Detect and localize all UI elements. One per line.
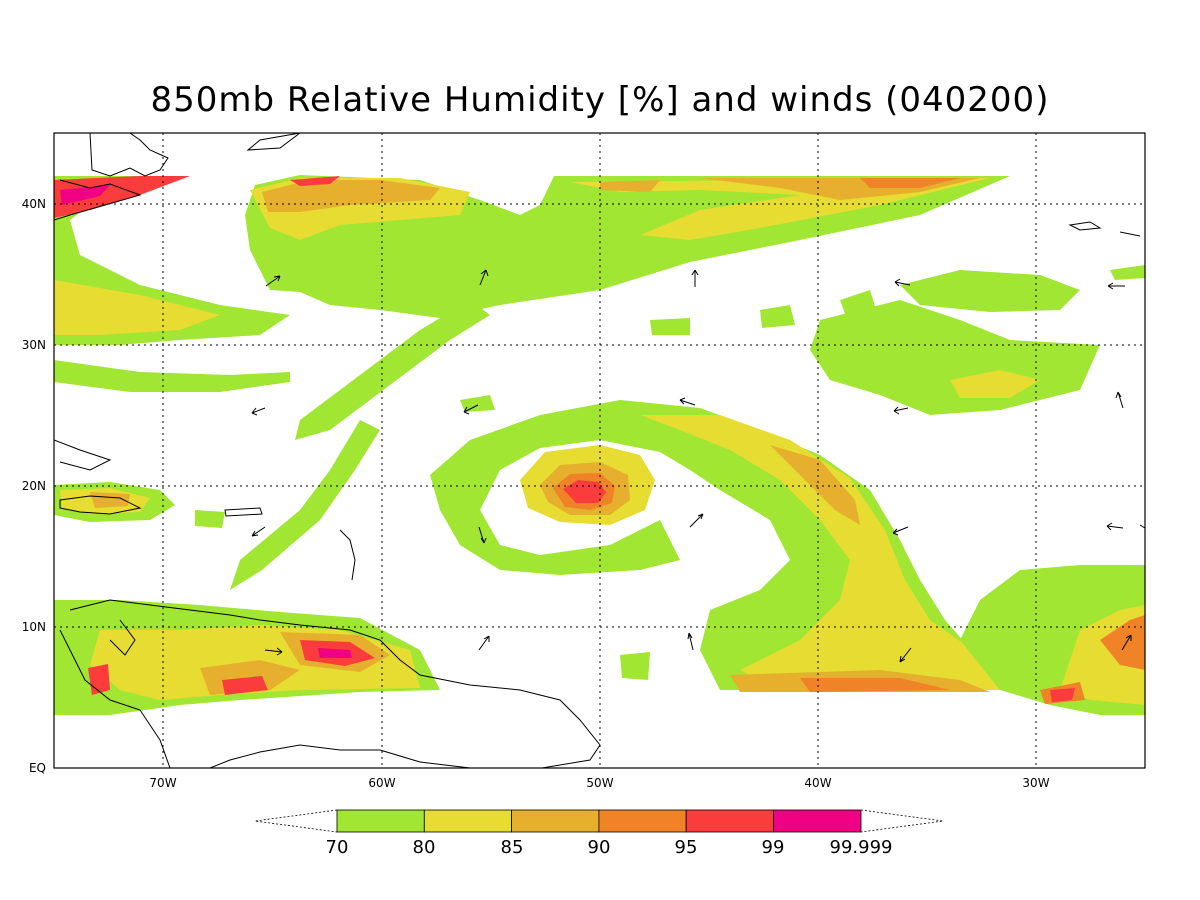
lon-axis: 70W 60W 50W 40W 30W (149, 776, 1049, 790)
lon-label-50w: 50W (586, 776, 613, 790)
rh-ne-small (1110, 265, 1145, 280)
rh-hispaniola-85 (90, 492, 130, 508)
lat-label-20n: 20N (22, 479, 46, 493)
rh-cell-b (650, 290, 876, 335)
lon-label-30w: 30W (1022, 776, 1049, 790)
rh-ne-us-95 (54, 176, 190, 218)
rh-caribbean-99 (318, 648, 352, 658)
rh-far-east-95 (1050, 688, 1075, 702)
lon-label-40w: 40W (804, 776, 831, 790)
wind-arrows (251, 269, 1132, 663)
colorbar-label-70: 70 (326, 837, 349, 858)
plot-frame (53, 132, 1146, 769)
colorbar-label-90: 90 (588, 837, 611, 858)
colorbar-swatch-70-80 (336, 809, 425, 833)
lat-label-10n: 10N (22, 620, 46, 634)
colorbar: 70 80 85 90 95 99 99.999 (254, 809, 944, 858)
rh-east-patch-2 (900, 270, 1080, 312)
colorbar-label-95: 95 (675, 837, 698, 858)
rh-caribbean-95 (88, 640, 375, 695)
colorbar-swatch-90-95 (598, 809, 687, 833)
map-title: 850mb Relative Humidity [%] and winds (0… (150, 80, 1050, 120)
rh-band-se-80 (640, 415, 1010, 690)
lon-label-70w: 70W (149, 776, 176, 790)
lon-label-60w: 60W (368, 776, 395, 790)
colorbar-label-99999: 99.999 (830, 837, 893, 858)
rh-band-north-90 (860, 178, 960, 188)
colorbar-swatch-95-99 (685, 809, 774, 833)
colorbar-label-85: 85 (501, 837, 524, 858)
lat-label-40n: 40N (22, 197, 46, 211)
rh-feature-nw-95 (290, 176, 340, 186)
lat-axis: 40N 30N 20N 10N EQ (22, 197, 46, 775)
colorbar-label-80: 80 (413, 837, 436, 858)
grid-lines (54, 133, 1145, 768)
rh-streamer-1 (295, 300, 490, 440)
rh-ne-us-99 (60, 185, 110, 205)
colorbar-right-extension (860, 809, 944, 833)
rh-east-patch-80 (950, 370, 1040, 398)
colorbar-swatch-85-90 (511, 809, 600, 833)
rh-streamer-3 (54, 360, 290, 392)
lat-label-eq: EQ (29, 761, 46, 775)
colorbar-swatch-99-99999 (773, 809, 862, 833)
colorbar-left-extension (254, 809, 338, 833)
rh-arc-west-80 (54, 280, 220, 335)
coastlines (54, 133, 1145, 768)
rh-band-se-90 (800, 678, 950, 692)
colorbar-label-99: 99 (762, 837, 785, 858)
rh-streamer-2 (230, 420, 380, 590)
rh-far-east-90 (1040, 615, 1145, 704)
lat-label-30n: 30N (22, 338, 46, 352)
colorbar-swatch-80-85 (423, 809, 512, 833)
